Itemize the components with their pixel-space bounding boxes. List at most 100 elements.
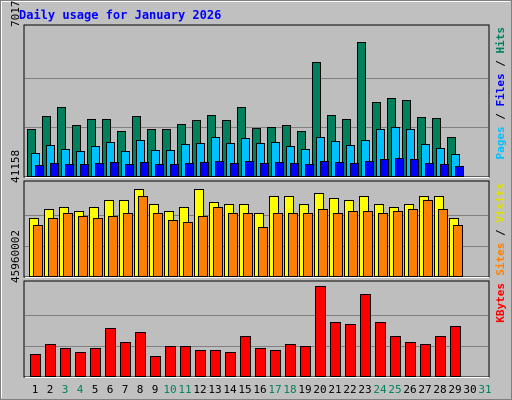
- bar-kbytes-day-21: [330, 322, 341, 377]
- bar-sites-day-2: [48, 218, 58, 277]
- bar-sites-day-9: [153, 213, 163, 277]
- chart-panels: 701752 Pages / Files / Hits 41158 Sites / V…: [9, 0, 507, 378]
- panel-top-legend-part-0: Pages: [494, 126, 507, 159]
- series-files: [31, 127, 460, 177]
- bar-kbytes-day-16: [255, 348, 266, 377]
- x-tick-label-day-2: 2: [47, 383, 54, 396]
- bar-kbytes-day-8: [135, 332, 146, 377]
- x-tick-label-day-16: 16: [253, 383, 266, 396]
- bar-sites-day-22: [348, 211, 358, 277]
- bar-pages-day-8: [140, 162, 149, 177]
- bar-pages-day-25: [395, 158, 404, 177]
- x-tick-label-day-30: 30: [463, 383, 476, 396]
- x-tick-label-day-27: 27: [418, 383, 431, 396]
- x-tick-label-day-3: 3: [62, 383, 69, 396]
- bar-kbytes-day-4: [75, 352, 86, 377]
- x-tick-label-day-26: 26: [403, 383, 416, 396]
- bar-kbytes-day-22: [345, 324, 356, 377]
- bar-sites-day-12: [198, 216, 208, 277]
- bar-pages-day-22: [350, 163, 359, 177]
- bar-sites-day-27: [423, 200, 433, 277]
- x-tick-label-day-6: 6: [107, 383, 114, 396]
- x-tick-label-day-9: 9: [152, 383, 159, 396]
- bar-kbytes-day-3: [60, 348, 71, 377]
- bar-pages-day-4: [80, 164, 89, 177]
- bar-sites-day-11: [183, 222, 193, 277]
- bar-kbytes-day-1: [30, 354, 41, 377]
- series-pages: [35, 158, 464, 177]
- bar-sites-day-10: [168, 220, 178, 277]
- bar-sites-day-15: [243, 213, 253, 277]
- bar-kbytes-day-10: [165, 346, 176, 377]
- bar-sites-day-14: [228, 213, 238, 277]
- bar-kbytes-day-2: [45, 344, 56, 377]
- panel-mid-legend: Sites / Visits: [494, 183, 507, 276]
- x-tick-label-day-28: 28: [433, 383, 446, 396]
- bar-sites-day-21: [333, 213, 343, 277]
- bar-sites-day-24: [378, 213, 388, 277]
- panel-top-max-label: 701752: [9, 0, 22, 27]
- bar-sites-day-20: [318, 209, 328, 277]
- bar-sites-day-17: [273, 213, 283, 277]
- x-tick-label-day-23: 23: [358, 383, 371, 396]
- bar-pages-day-28: [440, 164, 449, 177]
- bar-kbytes-day-29: [450, 326, 461, 377]
- bar-kbytes-day-14: [225, 352, 236, 377]
- panel-mid: 41158 Sites / Visits: [9, 150, 507, 278]
- bar-pages-day-18: [290, 163, 299, 177]
- bar-kbytes-day-11: [180, 346, 191, 377]
- panel-bot: 45960002 KBytes: [9, 230, 507, 378]
- bar-pages-day-1: [35, 165, 44, 177]
- x-tick-label-day-12: 12: [193, 383, 206, 396]
- bar-pages-day-13: [215, 161, 224, 177]
- x-tick-label-day-29: 29: [448, 383, 461, 396]
- bar-sites-day-8: [138, 196, 148, 277]
- bar-pages-day-14: [230, 163, 239, 177]
- panel-top: 701752 Pages / Files / Hits: [9, 0, 507, 178]
- bar-pages-day-19: [305, 164, 314, 177]
- panel-mid-max-label: 41158: [9, 150, 22, 183]
- bar-kbytes-day-6: [105, 328, 116, 377]
- bar-pages-day-20: [320, 161, 329, 177]
- bar-kbytes-day-24: [375, 322, 386, 377]
- panel-top-legend-part-2: Files: [494, 73, 507, 106]
- x-tick-label-day-18: 18: [283, 383, 296, 396]
- panel-top-legend-part-4: Hits: [494, 27, 507, 54]
- bar-sites-day-26: [408, 209, 418, 277]
- bar-sites-day-3: [63, 213, 73, 277]
- bar-pages-day-6: [110, 162, 119, 177]
- bar-sites-day-16: [258, 227, 268, 277]
- bar-sites-day-29: [453, 225, 463, 277]
- panel-bot-legend-part-0: KBytes: [494, 283, 507, 323]
- bar-kbytes-day-7: [120, 342, 131, 377]
- x-tick-label-day-7: 7: [122, 383, 129, 396]
- bar-sites-day-18: [288, 213, 298, 277]
- bar-pages-day-3: [65, 164, 74, 177]
- x-tick-label-day-11: 11: [178, 383, 191, 396]
- bar-sites-day-5: [93, 218, 103, 277]
- panel-bot-legend: KBytes: [494, 283, 507, 323]
- panel-mid-legend-part-0: Sites: [494, 243, 507, 276]
- bar-kbytes-day-15: [240, 336, 251, 377]
- bar-sites-day-23: [363, 211, 373, 277]
- bar-pages-day-27: [425, 163, 434, 177]
- bar-kbytes-day-25: [390, 336, 401, 377]
- bar-pages-day-21: [335, 162, 344, 177]
- bar-kbytes-day-5: [90, 348, 101, 377]
- x-tick-label-day-24: 24: [373, 383, 387, 396]
- bar-pages-day-12: [200, 162, 209, 177]
- x-tick-label-day-20: 20: [313, 383, 326, 396]
- bar-kbytes-day-19: [300, 346, 311, 377]
- x-tick-label-day-19: 19: [298, 383, 311, 396]
- bar-kbytes-day-9: [150, 356, 161, 377]
- bar-pages-day-23: [365, 161, 374, 177]
- bar-pages-day-29: [455, 166, 464, 177]
- bar-sites-day-7: [123, 213, 133, 277]
- bar-kbytes-day-28: [435, 336, 446, 377]
- x-tick-label-day-17: 17: [268, 383, 281, 396]
- panel-top-legend-part-3: /: [494, 54, 507, 74]
- bar-pages-day-26: [410, 159, 419, 177]
- bar-pages-day-16: [260, 163, 269, 177]
- bar-pages-day-15: [245, 161, 254, 177]
